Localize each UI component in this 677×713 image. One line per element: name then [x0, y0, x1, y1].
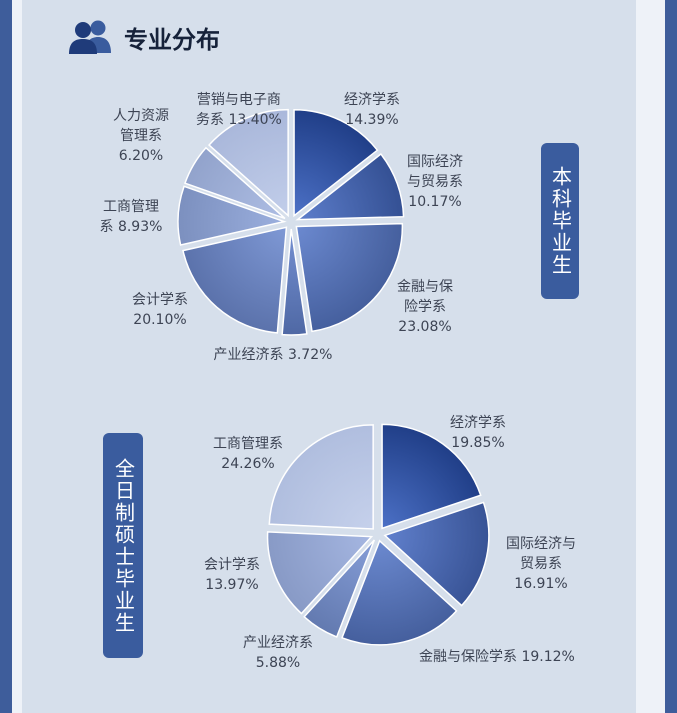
slice-label-line: 经济学系 — [450, 415, 506, 431]
pie-slice — [295, 153, 405, 221]
pie-slice — [281, 228, 308, 336]
slice-label: 产业经济系 3.72% — [214, 345, 333, 365]
slice-label-line: 工商管理 — [102, 199, 159, 215]
pie-slice — [208, 108, 289, 218]
pie-slice — [266, 531, 374, 615]
slice-label: 工商管理系 24.26% — [213, 434, 283, 474]
pie-slice — [303, 539, 376, 638]
pie-slice — [293, 108, 379, 218]
pie-slice — [184, 146, 286, 220]
slice-label-line: 产业经济系 3.72% — [213, 347, 333, 363]
slice-label: 国际经济与贸易系 10.17% — [407, 152, 463, 212]
slice-label-line: 营销与电子商 — [196, 92, 281, 108]
pie-slice — [182, 226, 288, 334]
pie-slice — [177, 185, 287, 246]
slice-label-line: 6.20% — [118, 148, 164, 164]
slice-label-line: 国际经济与 — [506, 536, 576, 552]
slice-label-line: 人力资源 — [113, 108, 169, 124]
slice-label-line: 系 8.93% — [99, 219, 163, 235]
slice-label: 人力资源管理系 6.20% — [113, 106, 169, 166]
slice-label-line: 23.08% — [398, 319, 452, 335]
slice-label-line: 与贸易系 — [407, 174, 463, 190]
slice-label: 会计学系 13.97% — [204, 555, 260, 595]
slice-label-line: 国际经济 — [407, 154, 463, 170]
group-label-masters: 全日制硕士毕业生 — [103, 433, 143, 658]
slice-label-line: 管理系 — [120, 128, 162, 144]
slice-label-line: 工商管理系 — [213, 436, 283, 452]
slice-label-line: 务系 13.40% — [196, 112, 282, 128]
section-title: 专业分布 — [124, 25, 220, 54]
slice-label-line: 20.10% — [133, 312, 187, 328]
slice-label: 产业经济系 5.88% — [243, 633, 313, 673]
slice-label: 金融与保险学系 19.12% — [419, 647, 575, 667]
pie-slice — [268, 424, 374, 530]
slice-label-line: 19.85% — [451, 435, 505, 451]
slice-label: 会计学系 20.10% — [132, 290, 188, 330]
group-label-undergraduate: 本科毕业生 — [541, 143, 579, 299]
slice-label: 工商管理系 8.93% — [100, 197, 163, 237]
pie-slice — [295, 222, 404, 333]
slice-label-line: 16.91% — [514, 576, 568, 592]
slice-label-line: 14.39% — [345, 112, 399, 128]
slice-label-line: 经济学系 — [344, 92, 400, 108]
slice-label-line: 金融与保 — [397, 279, 453, 295]
slice-label-line: 10.17% — [408, 194, 462, 210]
slice-label: 金融与保险学系 23.08% — [397, 277, 453, 337]
slice-label-line: 金融与保险学系 19.12% — [419, 649, 575, 665]
slice-label-line: 贸易系 — [520, 556, 562, 572]
slice-label: 经济学系 14.39% — [344, 90, 400, 130]
pie-slice — [341, 539, 458, 646]
slice-label-line: 险学系 — [404, 299, 446, 315]
slice-label: 营销与电子商 务系 13.40% — [196, 90, 282, 130]
slice-label: 国际经济与贸易系 16.91% — [506, 534, 576, 594]
pie-slice — [383, 501, 490, 607]
slice-label-line: 会计学系 — [132, 292, 188, 308]
slice-label-line: 会计学系 — [204, 557, 260, 573]
slice-label-line: 13.97% — [205, 577, 259, 593]
pie-slice — [381, 423, 482, 530]
slice-label-line: 产业经济系 — [243, 635, 313, 651]
slice-label-line: 5.88% — [255, 655, 301, 671]
section-heading: 专业分布 — [68, 17, 220, 57]
slice-label-line: 24.26% — [221, 456, 275, 472]
slice-label: 经济学系 19.85% — [450, 413, 506, 453]
people-icon — [69, 20, 111, 54]
